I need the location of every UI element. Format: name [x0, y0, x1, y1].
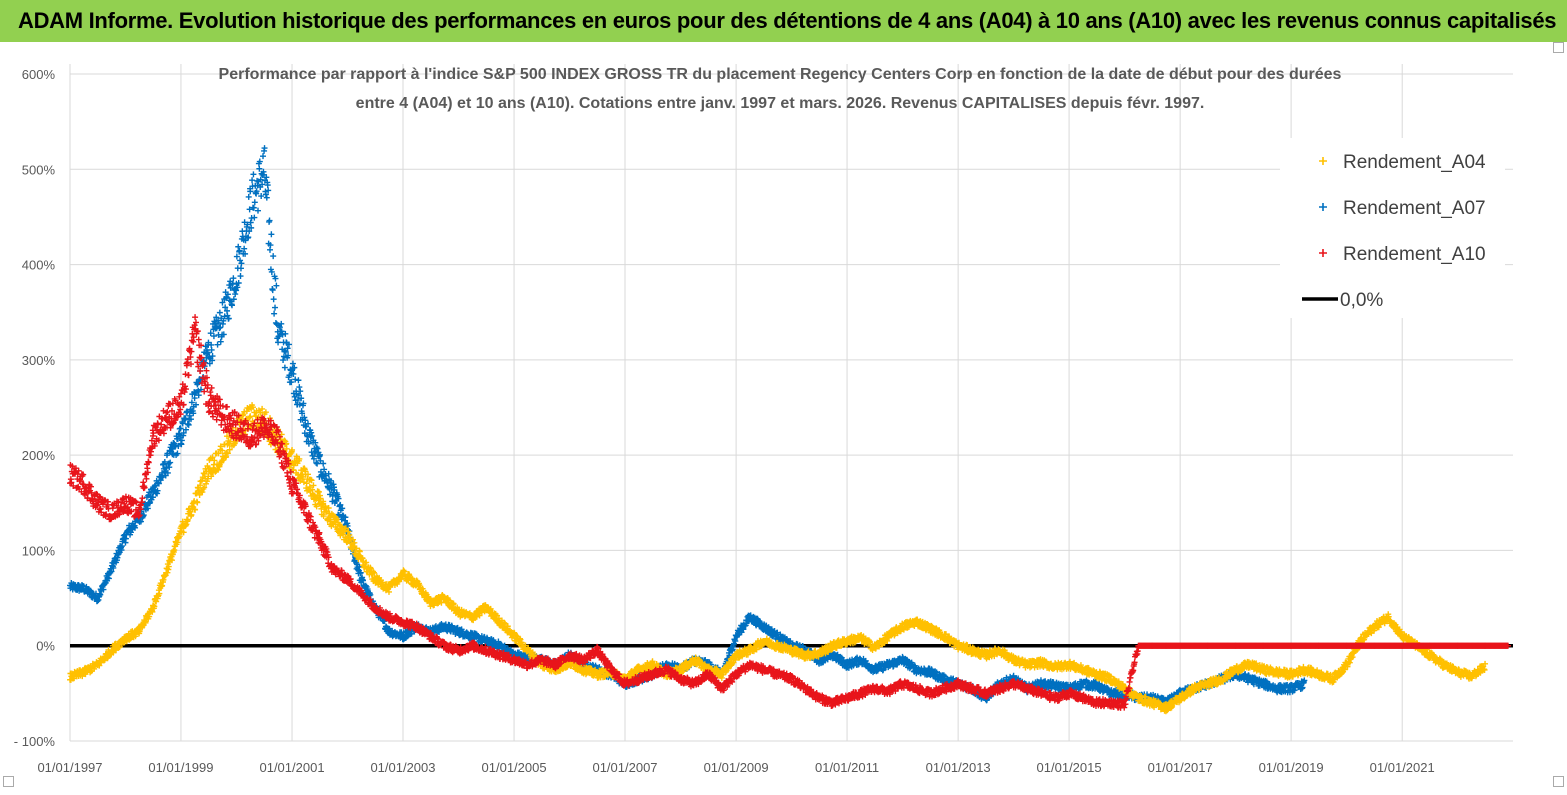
- chart-area: 600% 500% 400% 300% 200% 100% 0% - 100% 01/01/1…: [0, 42, 1567, 790]
- x-tick-label: 01/01/2015: [1037, 760, 1102, 775]
- y-tick-label: 200%: [22, 448, 56, 463]
- y-tick-label: 600%: [22, 67, 56, 82]
- x-tick-label: 01/01/2007: [592, 760, 657, 775]
- x-tick-label: 01/01/2011: [815, 760, 879, 775]
- y-tick-label: 100%: [22, 543, 56, 558]
- performance-chart: 600% 500% 400% 300% 200% 100% 0% - 100% 01/01/1…: [0, 42, 1567, 790]
- y-tick-label: 500%: [22, 162, 56, 177]
- x-tick-label: 01/01/1999: [148, 760, 213, 775]
- y-tick-label: 0%: [36, 639, 55, 654]
- y-tick-label: 400%: [22, 258, 56, 273]
- x-tick-label: 01/01/2003: [370, 760, 435, 775]
- x-tick-label: 01/01/2021: [1370, 760, 1435, 775]
- x-tick-label: 01/01/2017: [1148, 760, 1213, 775]
- x-tick-label: 01/01/2019: [1259, 760, 1324, 775]
- banner-title: ADAM Informe. Evolution historique des p…: [0, 8, 1556, 33]
- y-tick-label: 300%: [22, 353, 56, 368]
- report-banner: ADAM Informe. Evolution historique des p…: [0, 0, 1567, 42]
- y-tick-label: - 100%: [14, 734, 56, 749]
- x-tick-label: 01/01/2013: [926, 760, 991, 775]
- x-tick-label: 01/01/2009: [704, 760, 769, 775]
- x-tick-label: 01/01/2001: [259, 760, 324, 775]
- x-tick-label: 01/01/1997: [37, 760, 102, 775]
- x-tick-label: 01/01/2005: [482, 760, 547, 775]
